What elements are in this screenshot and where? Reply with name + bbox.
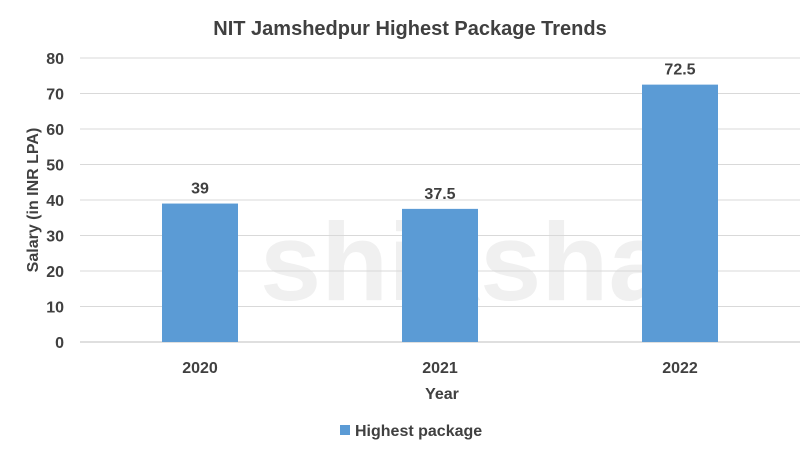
x-axis-label: Year <box>425 386 459 403</box>
x-tick-label: 2020 <box>182 360 218 377</box>
y-tick-label: 0 <box>55 335 64 352</box>
y-tick-label: 50 <box>46 158 64 175</box>
chart-title: NIT Jamshedpur Highest Package Trends <box>213 18 606 40</box>
y-tick-label: 10 <box>46 300 64 317</box>
data-label: 72.5 <box>664 62 695 79</box>
legend-swatch <box>340 425 350 435</box>
legend-label: Highest package <box>355 423 482 440</box>
y-tick-label: 40 <box>46 193 64 210</box>
data-label: 37.5 <box>424 186 455 203</box>
bar <box>162 203 238 342</box>
x-tick-label: 2022 <box>662 360 698 377</box>
y-tick-label: 80 <box>46 51 64 68</box>
y-tick-label: 60 <box>46 122 64 139</box>
y-axis-label: Salary (in INR LPA) <box>25 128 42 273</box>
bar <box>402 208 478 342</box>
y-tick-label: 20 <box>46 264 64 281</box>
bar <box>642 84 718 342</box>
y-tick-label: 70 <box>46 87 64 104</box>
x-tick-label: 2021 <box>422 360 458 377</box>
y-tick-label: 30 <box>46 229 64 246</box>
data-label: 39 <box>191 181 209 198</box>
